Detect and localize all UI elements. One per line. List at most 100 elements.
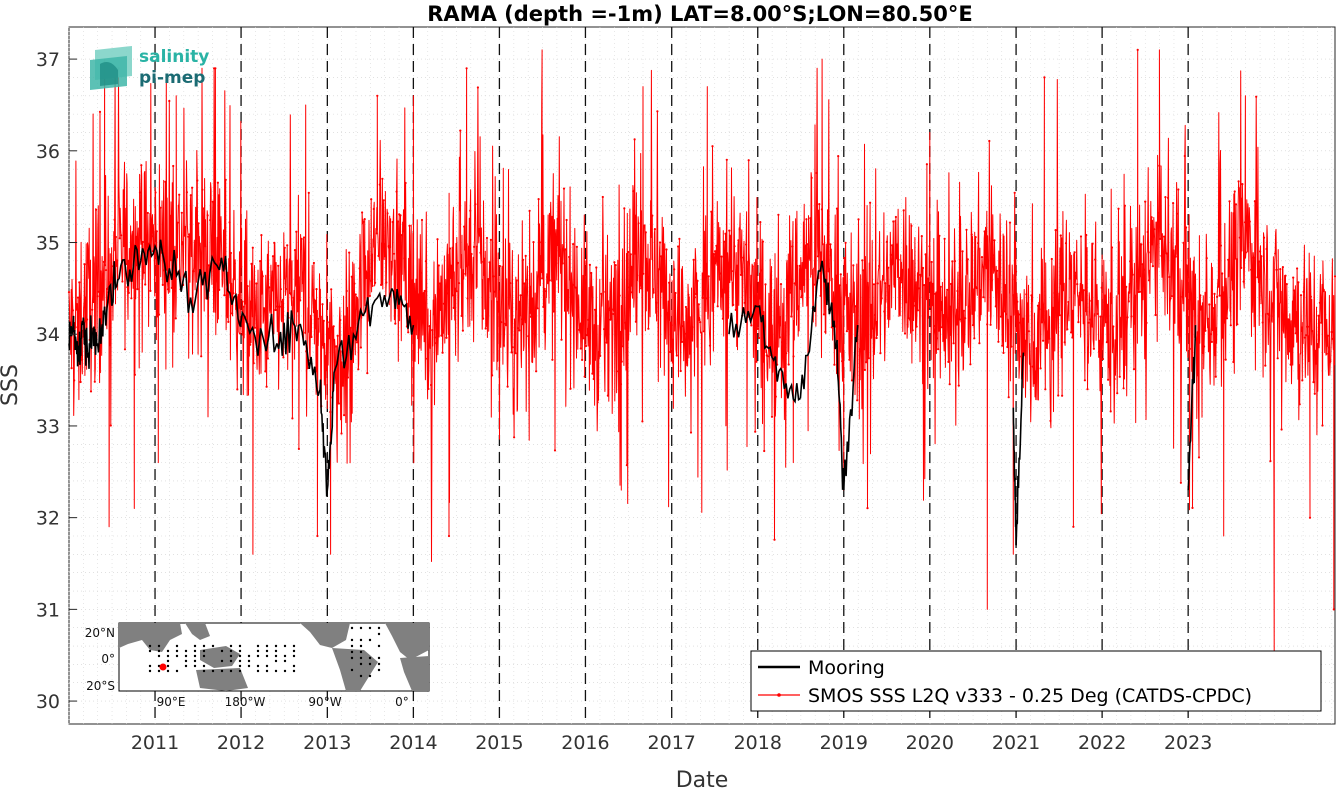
smos-sss-point [1078,303,1081,306]
smos-sss-point [596,401,599,404]
smos-sss-point [850,379,854,382]
smos-sss-point [796,308,799,311]
smos-sss-point [1083,379,1086,382]
smos-sss-point [978,342,981,345]
smos-sss-point [284,287,288,291]
legend-label-mooring: Mooring [808,657,885,679]
smos-sss-point [108,281,111,284]
inset-mooring-dot [238,659,242,663]
smos-sss-point [955,315,958,318]
smos-sss-point [619,383,623,386]
smos-sss-point [92,300,95,304]
smos-sss-point [1177,188,1180,191]
smos-sss-point [518,329,521,332]
smos-sss-point [1270,315,1273,318]
smos-sss-point [1067,300,1070,304]
smos-sss-point [712,253,715,256]
smos-sss-point [1297,281,1300,284]
smos-sss-point [646,279,649,282]
smos-sss-point [337,402,340,405]
smos-sss-point [641,420,644,423]
smos-sss-point [559,248,562,251]
mooring-line-segment [326,370,336,491]
smos-sss-point [1276,357,1279,360]
smos-sss-point [340,432,343,435]
smos-sss-point [227,320,230,323]
mooring-line-segment [161,249,192,313]
smos-sss-point [441,351,444,354]
smos-sss-point [586,334,589,337]
smos-sss-point [661,252,664,255]
smos-sss-point [327,337,331,340]
smos-sss-point [404,181,407,185]
smos-sss-point [1308,516,1312,519]
smos-sss-point [965,228,968,231]
smos-sss-point [1053,291,1056,295]
smos-sss-point [982,296,985,299]
smos-sss-point [362,220,365,223]
smos-sss-point [862,269,865,272]
smos-sss-point [109,424,112,427]
inset-mooring-dot [359,626,363,630]
smos-sss-point [1145,321,1148,324]
x-axis-ticks: 2011 2012 2013 2014 2015 2016 2017 2018 2019 2020… [131,732,1212,754]
smos-sss-point [613,261,616,264]
smos-sss-point [1050,257,1053,261]
smos-sss-point [537,198,540,201]
smos-sss-point [921,266,925,270]
smos-sss-point [689,431,693,434]
smos-sss-point [1264,364,1267,367]
smos-sss-point [203,245,207,248]
smos-sss-point [1225,317,1229,320]
smos-sss-point [159,206,162,209]
smos-sss-point [1087,321,1090,324]
smos-sss-point [271,255,275,258]
smos-sss-point [452,306,455,309]
smos-sss-point [232,292,235,295]
inset-mooring-dot [283,654,287,658]
smos-sss-point [1287,318,1290,321]
smos-sss-point [778,336,781,339]
smos-sss-point [282,356,285,359]
smos-sss-point [302,236,306,239]
smos-sss-point [702,330,706,333]
y-tick-label-34: 34 [36,324,60,346]
inset-mooring-dot [359,638,363,642]
smos-sss-point [218,288,221,291]
smos-sss-point [588,263,592,266]
smos-sss-point [516,327,520,330]
inset-mooring-dot [157,649,161,653]
smos-sss-point [1147,279,1151,282]
smos-sss-point [75,303,78,306]
smos-sss-point [375,232,378,235]
smos-sss-point [489,238,492,241]
smos-sss-point [891,244,894,247]
inset-mooring-dot [359,662,363,666]
smos-sss-point [897,258,900,261]
smos-sss-point [889,253,892,256]
smos-sss-point [763,449,766,453]
inset-mooring-dot [202,654,206,658]
mooring-line-segment [333,307,364,372]
smos-sss-point [447,534,451,538]
smos-sss-point [857,218,860,221]
smos-sss-point [884,282,887,285]
smos-sss-point [1217,285,1220,288]
smos-sss-point [988,139,991,143]
inset-mooring-dot [256,669,260,673]
smos-sss-point [910,224,913,227]
smos-sss-point [909,318,912,321]
smos-sss-point [366,372,369,375]
smos-sss-point [1095,288,1098,291]
inset-land-masses [119,623,429,691]
smos-sss-point [123,348,127,351]
smos-sss-point [273,241,276,244]
smos-sss-point [163,269,166,272]
smos-sss-point [874,313,877,317]
smos-sss-point [488,261,491,264]
smos-sss-point [1151,265,1154,268]
x-tick-label-2022: 2022 [1078,732,1126,754]
y-tick-label-35: 35 [36,233,60,255]
smos-sss-point [173,290,176,293]
smos-sss-point [1135,263,1138,266]
